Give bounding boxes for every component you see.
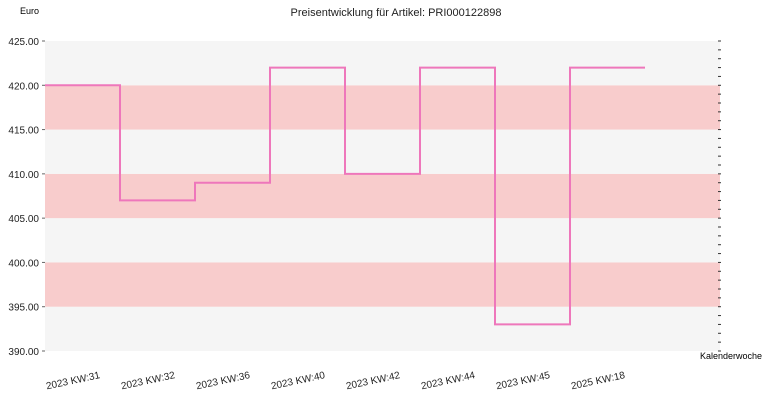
y-tick-label: 405.00 xyxy=(8,214,39,225)
x-tick-label: 2023 KW:40 xyxy=(270,370,326,392)
x-tick-label: 2023 KW:42 xyxy=(345,370,401,392)
plot-band xyxy=(45,129,720,174)
price-series-line xyxy=(45,66,645,326)
series-layer xyxy=(45,66,645,326)
y-tick-label: 420.00 xyxy=(8,81,39,92)
y-tick-label: 395.00 xyxy=(8,303,39,314)
plot-band xyxy=(45,218,720,263)
plot-band xyxy=(45,173,720,219)
y-tick-label: 415.00 xyxy=(8,126,39,137)
plot-band xyxy=(45,262,720,307)
background-bands xyxy=(45,41,720,351)
x-tick-label: 2023 KW:36 xyxy=(195,370,251,392)
x-tick-label: 2023 KW:32 xyxy=(120,370,176,392)
y-tick-label: 390.00 xyxy=(8,347,39,358)
plot-band xyxy=(45,41,720,86)
y-tick-label: 425.00 xyxy=(8,37,39,48)
plot-band xyxy=(45,306,720,351)
y-tick-label: 400.00 xyxy=(8,258,39,269)
x-tick-label: 2023 KW:44 xyxy=(420,370,476,392)
x-axis-ticks: 2023 KW:31 2023 KW:32 2023 KW:36 2023 KW:40… xyxy=(45,370,626,392)
x-tick-label: 2025 KW:18 xyxy=(570,370,626,392)
y-axis-label: Euro xyxy=(20,6,39,16)
right-axis-minor-ticks xyxy=(718,40,721,352)
x-tick-label: 2023 KW:45 xyxy=(495,370,551,392)
x-tick-label: 2023 KW:31 xyxy=(45,370,101,392)
chart-title: Preisentwicklung für Artikel: PRI0001228… xyxy=(291,7,502,19)
plot-band xyxy=(45,85,720,130)
x-axis-label: Kalenderwoche xyxy=(700,351,762,361)
y-tick-label: 410.00 xyxy=(8,170,39,181)
y-axis-ticks: 390.00 395.00 400.00 405.00 410.00 415.00 420.… xyxy=(8,37,45,358)
